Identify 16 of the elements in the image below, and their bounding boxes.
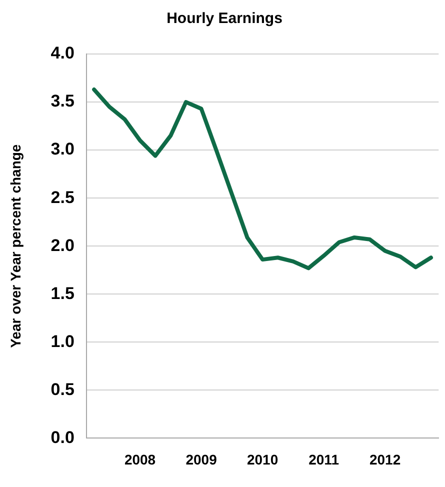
y-tick-label: 1.5 (50, 284, 74, 303)
y-tick-label: 0.5 (50, 380, 74, 399)
y-tick-label: 3.5 (50, 92, 74, 111)
x-tick-label: 2012 (369, 451, 401, 468)
y-tick-label: 4.0 (50, 44, 74, 63)
y-tick-label: 3.0 (50, 140, 74, 159)
y-tick-label: 2.0 (50, 236, 74, 255)
y-tick-label: 1.0 (50, 332, 74, 351)
x-tick-label: 2008 (124, 451, 156, 468)
y-tick-label: 0.0 (50, 428, 74, 447)
x-tick-label: 2009 (186, 451, 218, 468)
y-axis-title: Year over Year percent change (7, 144, 24, 348)
x-tick-label: 2010 (246, 451, 278, 468)
x-tick-label: 2011 (308, 451, 340, 468)
y-tick-label: 2.5 (50, 188, 74, 207)
chart-title: Hourly Earnings (166, 10, 282, 28)
